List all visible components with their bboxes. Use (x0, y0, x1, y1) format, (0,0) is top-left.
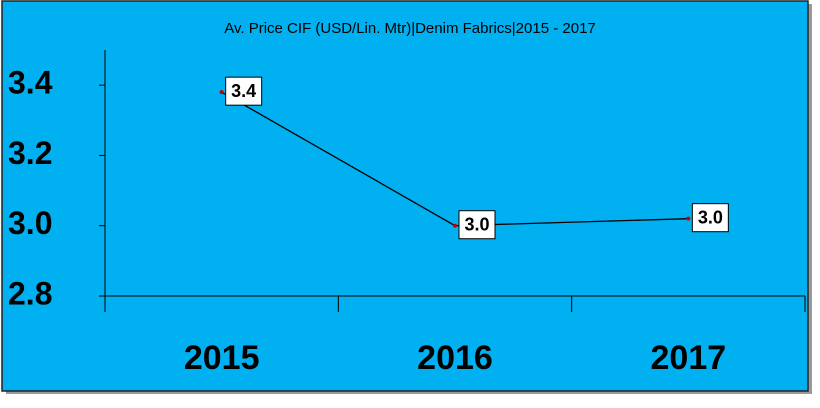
y-tick-label: 3.4 (8, 65, 53, 101)
data-point (453, 223, 457, 228)
data-point (686, 216, 691, 221)
data-label-box (225, 76, 263, 106)
data-label-box (458, 210, 496, 240)
plot-area: 2.8 3.0 3.2 3.4 2015 2016 2017 3.4 3.0 3.0 (8, 50, 806, 377)
y-tick-label: 3.2 (8, 135, 52, 171)
data-label: 3.0 (698, 207, 723, 227)
x-tick-label: 2017 (651, 339, 727, 377)
y-tick-label: 3.0 (8, 205, 52, 241)
data-label: 3.4 (231, 81, 256, 101)
y-tick-label: 2.8 (8, 275, 52, 311)
chart-title: Av. Price CIF (USD/Lin. Mtr)|Denim Fabri… (224, 20, 596, 37)
x-tick-label: 2016 (417, 339, 493, 377)
data-label: 3.0 (464, 214, 489, 234)
data-label-box (691, 203, 729, 233)
chart-background (1, 0, 809, 392)
x-tick-label: 2015 (184, 339, 260, 377)
data-point (219, 90, 224, 95)
